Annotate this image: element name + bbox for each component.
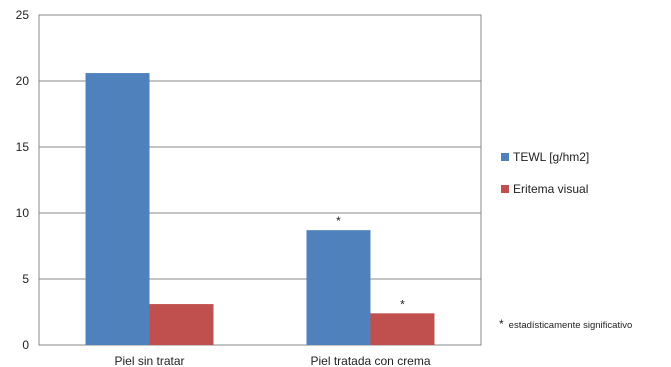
footnote-symbol: * xyxy=(499,317,504,331)
legend-swatch-eritema xyxy=(501,185,509,193)
y-tick-label-25: 25 xyxy=(16,8,30,22)
legend-swatch-tewl xyxy=(501,153,509,161)
y-tick-label-10: 10 xyxy=(16,206,30,220)
legend-item-tewl: TEWL [g/hm2] xyxy=(501,148,589,166)
plot-area-border xyxy=(38,14,482,346)
y-tick-label-20: 20 xyxy=(16,74,30,88)
footnote: * estadísticamente significativo xyxy=(499,317,632,331)
bar-eritema-1 xyxy=(370,313,435,345)
bar-tewl-0 xyxy=(85,73,150,345)
significance-marker-0: * xyxy=(336,214,341,228)
bar-tewl-1 xyxy=(306,230,371,345)
legend-item-eritema: Eritema visual xyxy=(501,180,589,198)
category-label-0: Piel sin tratar xyxy=(114,354,184,367)
bar-eritema-0 xyxy=(149,304,214,345)
category-label-1: Piel tratada con crema xyxy=(310,354,430,367)
y-tick-label-15: 15 xyxy=(16,140,30,154)
footnote-text: estadísticamente significativo xyxy=(508,320,633,331)
significance-marker-1: * xyxy=(400,297,405,311)
y-tick-label-0: 0 xyxy=(22,338,29,352)
legend-label-tewl: TEWL [g/hm2] xyxy=(513,150,590,164)
legend: TEWL [g/hm2] Eritema visual xyxy=(501,148,589,212)
legend-label-eritema: Eritema visual xyxy=(513,182,589,196)
y-tick-label-5: 5 xyxy=(22,272,29,286)
